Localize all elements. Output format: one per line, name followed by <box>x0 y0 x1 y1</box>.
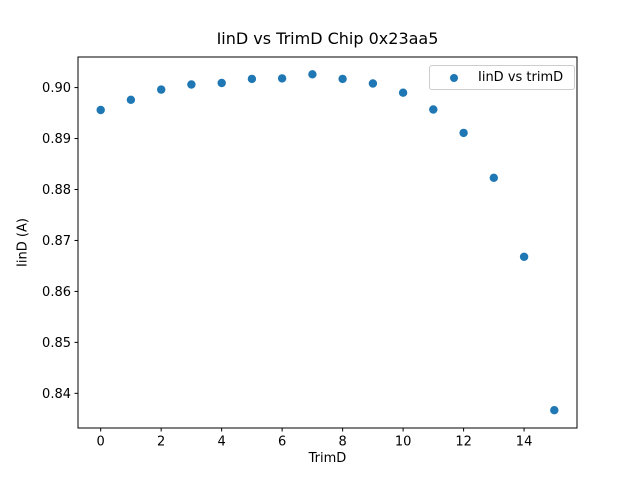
x-tick-label: 4 <box>218 435 226 450</box>
legend-label: IinD vs trimD <box>478 70 564 85</box>
y-axis-label: IinD (A) <box>15 218 31 267</box>
data-point <box>277 74 287 83</box>
y-tick-label: 0.84 <box>42 387 71 402</box>
y-tick-label: 0.88 <box>42 183 71 198</box>
data-point <box>550 406 559 415</box>
x-axis-label: TrimD <box>308 451 347 466</box>
y-tick-label: 0.86 <box>42 285 71 300</box>
data-point <box>519 252 529 261</box>
chart-title: IinD vs TrimD Chip 0x23aa5 <box>216 29 439 48</box>
x-tick-label: 8 <box>338 435 346 450</box>
x-tick-label: 6 <box>278 435 286 450</box>
x-tick-label: 14 <box>516 435 533 450</box>
data-point <box>157 85 166 94</box>
data-point <box>338 74 347 84</box>
data-point <box>489 173 498 182</box>
legend: IinD vs trimD <box>429 65 575 90</box>
x-tick-label: 2 <box>157 435 165 450</box>
y-tick-label: 0.89 <box>42 132 71 147</box>
x-tick-label: 0 <box>97 435 105 450</box>
data-point <box>217 78 226 88</box>
y-tick-label: 0.85 <box>42 336 71 351</box>
data-point <box>247 74 257 84</box>
data-point <box>96 105 105 115</box>
data-point <box>459 128 468 138</box>
plot-box <box>77 56 578 429</box>
data-point <box>308 70 317 79</box>
x-tick-label: 10 <box>395 435 412 450</box>
data-point <box>187 80 196 89</box>
y-tick-label: 0.90 <box>42 81 71 96</box>
data-point <box>126 95 136 105</box>
data-point <box>429 105 438 114</box>
legend-marker-icon <box>450 73 458 82</box>
x-tick-label: 12 <box>455 435 472 450</box>
y-tick-label: 0.87 <box>42 234 71 249</box>
data-point <box>398 88 408 97</box>
data-point <box>368 79 378 88</box>
